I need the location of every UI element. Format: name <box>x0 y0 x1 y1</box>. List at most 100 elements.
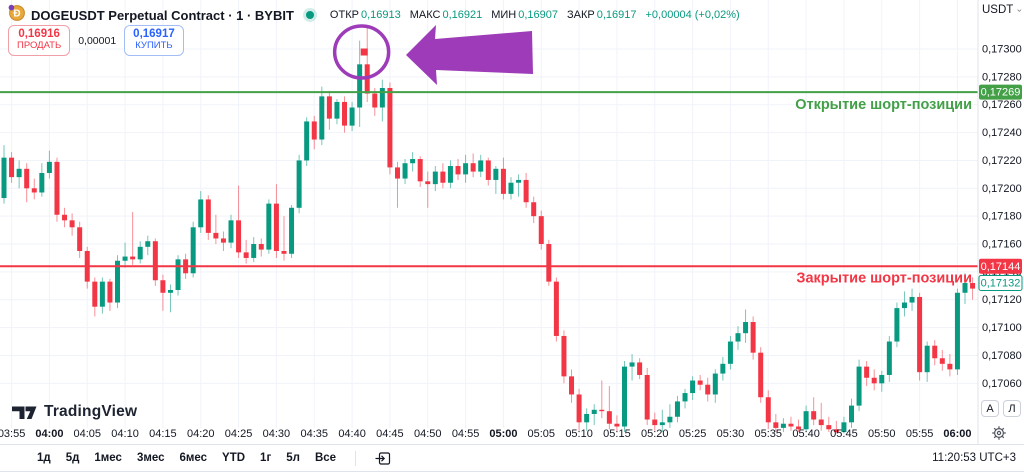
candle <box>387 88 393 168</box>
candle <box>705 384 711 395</box>
candle <box>667 416 673 423</box>
symbol-title[interactable]: DOGEUSDT Perpetual Contract · 1 · BYBIT <box>31 7 294 23</box>
price-badge <box>979 258 1022 274</box>
price-badge-label: 0,17144 <box>981 261 1021 273</box>
range-ytd[interactable]: YTD <box>222 452 246 464</box>
range-3m[interactable]: 3мес <box>136 452 165 464</box>
candle <box>92 281 98 307</box>
price-badge <box>978 275 1023 292</box>
highlight-circle <box>332 24 391 80</box>
candle <box>62 214 68 221</box>
candle <box>531 202 537 217</box>
price-badge-label: 0,17269 <box>981 87 1021 99</box>
price-chart: Открытие шорт-позиции Закрытие шорт-позиц… <box>0 0 1023 444</box>
sell-label: ПРОДАТЬ <box>17 40 62 52</box>
range-6m[interactable]: 6мес <box>179 452 208 464</box>
candle <box>190 227 196 274</box>
chevron-down-icon <box>1017 8 1022 12</box>
candle <box>485 160 491 180</box>
candle <box>251 244 257 258</box>
clock-utc[interactable]: 11:20:53 UTC+3 <box>932 452 1016 464</box>
open-value: 0,16913 <box>360 9 401 21</box>
settings-gear-icon[interactable] <box>991 425 1007 441</box>
candle <box>924 345 930 373</box>
candle <box>796 426 802 430</box>
candle <box>130 256 136 260</box>
candle <box>697 380 703 385</box>
annotation-arrow-icon <box>406 25 533 85</box>
candle <box>909 296 915 303</box>
range-5d[interactable]: 5д <box>65 452 80 464</box>
candle <box>970 283 976 289</box>
high-value: 0,16921 <box>442 9 483 21</box>
currency-label: USDT <box>982 4 1014 16</box>
candle <box>304 121 310 161</box>
candle <box>841 422 847 433</box>
price-tick-label: 0,17080 <box>982 350 1022 362</box>
candle <box>569 376 575 395</box>
candle <box>621 366 627 427</box>
market-status-dot-icon[interactable] <box>305 11 314 19</box>
candle <box>425 181 431 185</box>
candle <box>614 423 620 427</box>
candle <box>750 322 756 353</box>
range-1m[interactable]: 1мес <box>94 452 122 464</box>
candle <box>629 362 635 367</box>
tradingview-mark-icon <box>12 406 37 419</box>
range-1d[interactable]: 1д <box>37 452 51 464</box>
candle <box>258 244 264 250</box>
candle <box>553 281 559 336</box>
go-to-date-icon[interactable] <box>375 451 391 466</box>
buy-button[interactable]: 0,16917 КУПИТЬ <box>124 25 184 57</box>
candle <box>674 401 680 417</box>
range-5y[interactable]: 5л <box>286 452 300 464</box>
short-close-label: Закрытие шорт-позиции <box>796 270 972 286</box>
time-tick-label: 03:55 <box>0 428 25 440</box>
candle <box>826 425 832 430</box>
trade-panel: 0,16916 ПРОДАТЬ 0,00001 0,16917 КУПИТЬ <box>8 25 184 57</box>
time-tick-label: 05:30 <box>717 428 745 440</box>
price-axis[interactable]: 0,17300 0,17280 0,17260 0,17240 0,17220 0,172… <box>978 44 1023 390</box>
candle <box>833 429 839 433</box>
time-tick-label: 05:00 <box>489 428 517 440</box>
candle <box>758 352 764 398</box>
time-tick-label: 04:40 <box>338 428 366 440</box>
price-axis-currency-selector[interactable]: USDT <box>982 4 1022 16</box>
range-all[interactable]: Все <box>314 452 337 464</box>
candle <box>788 423 794 427</box>
log-scale-button[interactable]: Л <box>1003 400 1021 417</box>
range-1y[interactable]: 1г <box>260 452 272 464</box>
candle <box>947 363 953 370</box>
sell-button[interactable]: 0,16916 ПРОДАТЬ <box>8 25 71 57</box>
low-label: МИН <box>491 9 517 21</box>
candle <box>493 168 499 180</box>
sell-price: 0,16916 <box>18 28 60 40</box>
time-tick-label: 05:50 <box>868 428 896 440</box>
candlesticks <box>1 28 976 434</box>
candle <box>939 358 945 364</box>
time-axis[interactable]: 03:55 04:00 04:05 04:10 04:15 04:20 04:25 04:30… <box>0 428 972 440</box>
price-tick-label: 0,17060 <box>982 378 1022 390</box>
candle <box>659 422 665 426</box>
candle <box>720 363 726 374</box>
auto-scale-button[interactable]: А <box>981 400 999 417</box>
candle <box>281 250 287 254</box>
price-tick-label: 0,17200 <box>982 183 1022 195</box>
candle <box>24 168 30 189</box>
candle <box>39 172 45 193</box>
candle <box>599 409 605 412</box>
candle <box>122 256 128 261</box>
price-tick-label: 0,17160 <box>982 239 1022 251</box>
candle <box>849 405 855 423</box>
candle <box>523 179 529 203</box>
time-tick-label: 05:15 <box>603 428 631 440</box>
candle <box>606 411 612 424</box>
candle <box>243 252 249 258</box>
candle <box>447 166 453 183</box>
candle <box>773 422 779 428</box>
candle <box>455 166 461 175</box>
time-tick-label: 04:25 <box>225 428 253 440</box>
tradingview-logo[interactable]: TradingView <box>12 403 137 421</box>
candle <box>432 171 438 185</box>
candle <box>576 394 582 423</box>
